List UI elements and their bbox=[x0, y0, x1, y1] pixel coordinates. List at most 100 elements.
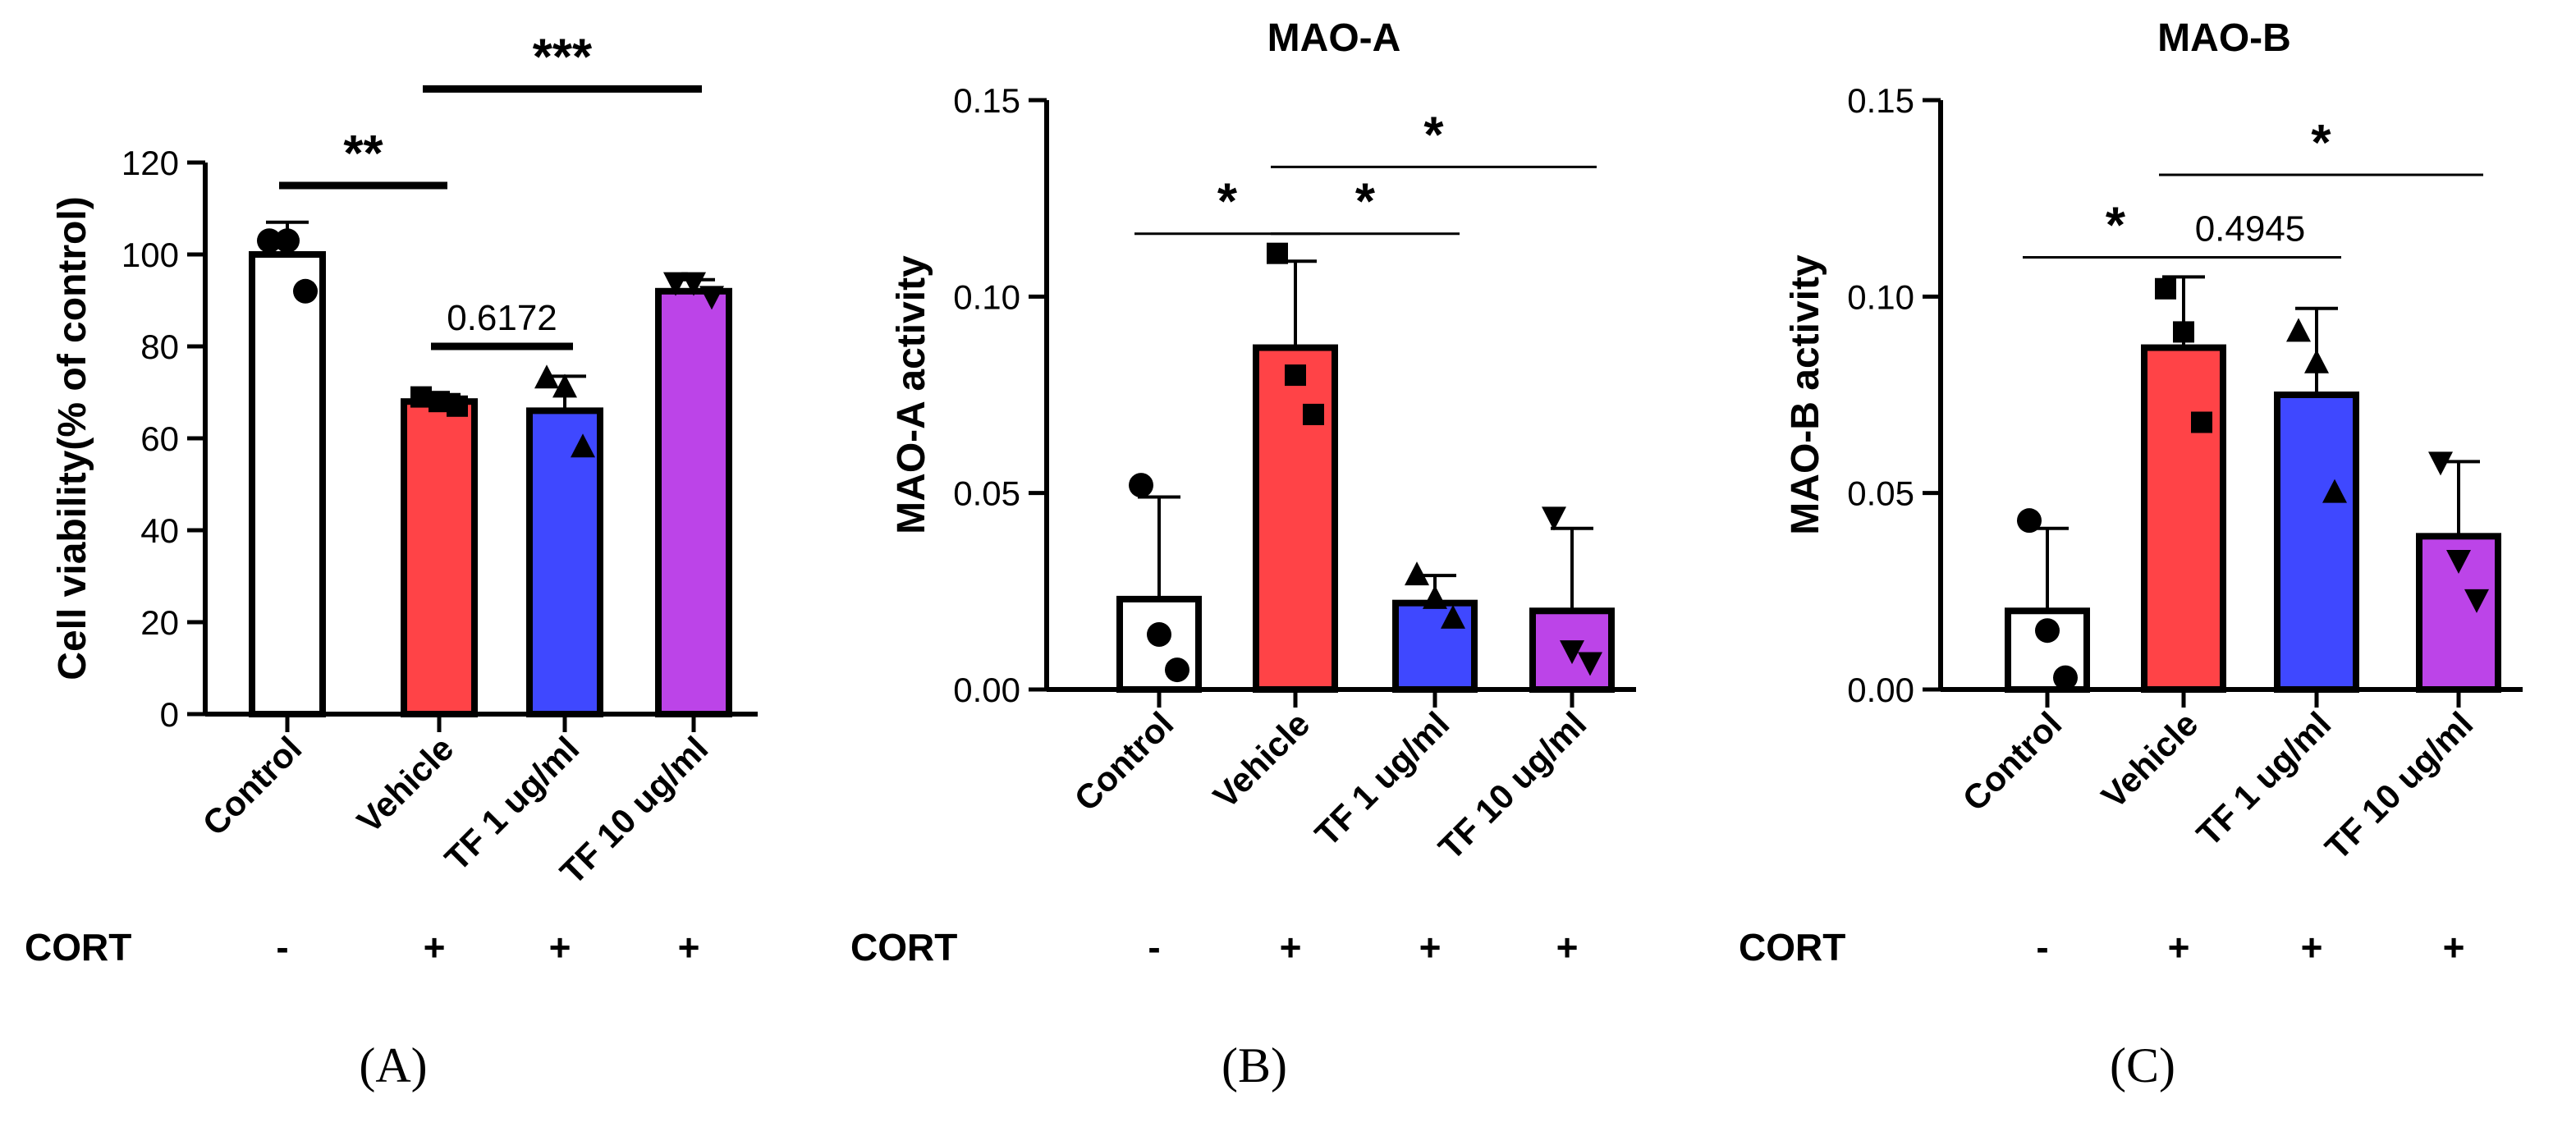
data-point bbox=[681, 272, 706, 296]
data-point bbox=[2155, 277, 2176, 300]
data-point bbox=[2035, 618, 2060, 644]
y-tick-label: 0.10 bbox=[953, 277, 1020, 316]
y-tick-label: 0.00 bbox=[1847, 671, 1914, 709]
data-point bbox=[1560, 640, 1584, 665]
y-tick-label: 20 bbox=[140, 603, 179, 642]
cort-label: CORT bbox=[1739, 926, 1845, 969]
data-point bbox=[552, 373, 577, 398]
data-point bbox=[1405, 561, 1429, 586]
x-tick-label: TF 10 ug/ml bbox=[2317, 704, 2480, 867]
x-tick-label: Vehicle bbox=[1206, 704, 1318, 816]
data-point bbox=[2173, 321, 2194, 343]
cort-sign: + bbox=[2301, 926, 2323, 969]
x-tick-label: Control bbox=[1067, 704, 1181, 818]
y-tick-label: 0.15 bbox=[953, 81, 1020, 120]
y-tick-label: 0.00 bbox=[953, 671, 1020, 709]
y-tick-label: 80 bbox=[140, 328, 179, 366]
data-point bbox=[1578, 652, 1602, 676]
y-tick-label: 0.10 bbox=[1847, 277, 1914, 316]
significance-label: * bbox=[1217, 174, 1238, 231]
significance-label: * bbox=[1355, 174, 1376, 231]
data-point bbox=[2446, 550, 2471, 575]
data-point bbox=[1542, 506, 1566, 531]
data-point bbox=[1303, 403, 1324, 425]
y-tick-label: 0.05 bbox=[1847, 474, 1914, 513]
data-point bbox=[1147, 621, 1171, 647]
data-point bbox=[2464, 589, 2489, 613]
cort-sign: - bbox=[1148, 926, 1160, 969]
panel-label: (C) bbox=[2110, 1038, 2175, 1092]
chart-title: MAO-A bbox=[1267, 16, 1401, 60]
panel-c: MAO-B 0.00 0.05 0.10 0.15 MAO-B activity Contr… bbox=[1739, 16, 2523, 1092]
y-axis-label: Cell viability(% of control) bbox=[51, 196, 94, 680]
chart-title: MAO-B bbox=[2157, 16, 2291, 60]
significance-label: 0.4945 bbox=[2195, 208, 2306, 249]
x-tick-label: Control bbox=[195, 729, 309, 843]
data-point bbox=[534, 364, 559, 389]
significance-label: * bbox=[2106, 197, 2126, 254]
cort-sign: + bbox=[549, 926, 571, 969]
y-tick-label: 120 bbox=[121, 144, 179, 182]
significance-label: * bbox=[2311, 115, 2331, 172]
data-point bbox=[571, 433, 595, 458]
data-point bbox=[2286, 318, 2311, 342]
y-tick-label: 60 bbox=[140, 419, 179, 458]
data-point bbox=[1267, 242, 1288, 264]
data-point bbox=[1423, 584, 1447, 609]
data-point bbox=[2428, 451, 2453, 476]
significance-label: 0.6172 bbox=[447, 298, 557, 338]
y-axis-label: MAO-B activity bbox=[1784, 254, 1827, 535]
data-point bbox=[429, 391, 450, 413]
data-point bbox=[1285, 364, 1306, 387]
data-point bbox=[2304, 349, 2329, 373]
cort-sign: + bbox=[678, 926, 700, 969]
data-point bbox=[1165, 657, 1189, 683]
bar bbox=[401, 398, 478, 717]
bar bbox=[249, 251, 326, 717]
data-point bbox=[1129, 473, 1153, 498]
data-point bbox=[2322, 479, 2347, 503]
y-tick-label: 0.15 bbox=[1847, 81, 1914, 120]
panel-label: (A) bbox=[359, 1038, 427, 1092]
cort-sign: - bbox=[276, 926, 288, 969]
data-point bbox=[447, 395, 468, 417]
x-tick-label: Vehicle bbox=[350, 729, 461, 841]
cort-sign: + bbox=[1419, 926, 1442, 969]
cort-sign: + bbox=[2443, 926, 2465, 969]
x-tick-label: TF 10 ug/ml bbox=[1431, 704, 1593, 867]
bar bbox=[655, 287, 732, 717]
significance-label: *** bbox=[533, 29, 593, 85]
cort-sign: + bbox=[1280, 926, 1302, 969]
data-point bbox=[699, 286, 724, 310]
bar bbox=[1392, 599, 1478, 694]
cort-sign: + bbox=[2168, 926, 2190, 969]
x-tick-label: TF 1 ug/ml bbox=[1308, 704, 1457, 854]
cort-sign: + bbox=[424, 926, 446, 969]
panel-a: 0 20 40 60 80 100 120 Cell viability(% of contr… bbox=[25, 29, 758, 1092]
y-tick-label: 0 bbox=[160, 695, 179, 734]
y-tick-label: 40 bbox=[140, 511, 179, 550]
cort-sign: + bbox=[1556, 926, 1579, 969]
cort-label: CORT bbox=[850, 926, 957, 969]
data-point bbox=[2017, 508, 2042, 534]
data-point bbox=[663, 272, 688, 296]
panel-b: MAO-A 0.00 0.05 0.10 0.15 MAO-A activity Contr… bbox=[850, 16, 1636, 1092]
bar bbox=[2141, 344, 2226, 693]
data-point bbox=[1441, 604, 1465, 629]
data-point bbox=[275, 228, 300, 254]
x-tick-label: Vehicle bbox=[2094, 704, 2206, 816]
x-tick-label: TF 1 ug/ml bbox=[2189, 704, 2339, 854]
bar bbox=[2274, 392, 2359, 693]
data-point bbox=[2053, 665, 2078, 690]
x-tick-label: Control bbox=[1955, 704, 2070, 818]
cort-sign: - bbox=[2036, 926, 2048, 969]
panel-label: (B) bbox=[1222, 1038, 1287, 1092]
data-point bbox=[293, 278, 318, 304]
y-tick-label: 0.05 bbox=[953, 474, 1020, 513]
significance-label: ** bbox=[343, 126, 383, 182]
y-axis-label: MAO-A activity bbox=[890, 255, 933, 534]
cort-label: CORT bbox=[25, 926, 131, 969]
y-tick-label: 100 bbox=[121, 236, 179, 274]
data-point bbox=[410, 386, 432, 408]
